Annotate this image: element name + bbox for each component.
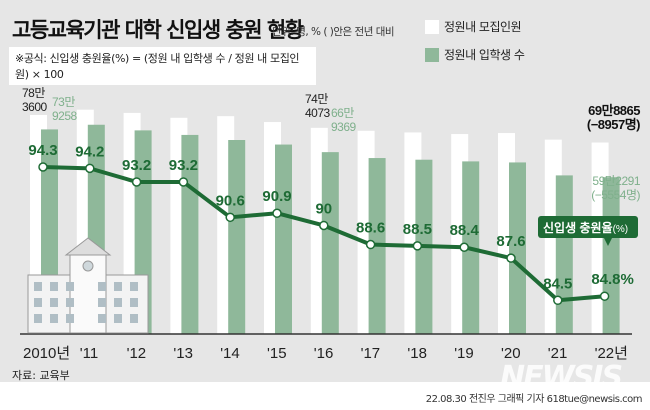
rate-label: 94.3 <box>28 142 57 159</box>
rate-point <box>506 253 516 263</box>
formula-note: ※공식: 신입생 충원율(%) = (정원 내 입학생 수 / 정원 내 모집인… <box>9 47 316 85</box>
source: 자료: 교육부 <box>12 369 70 382</box>
bar-annotation: 59만2291 <box>592 174 640 188</box>
rate-point <box>412 241 423 251</box>
x-tick-label: '21 <box>548 345 568 362</box>
x-tick-label: '14 <box>220 345 240 362</box>
bar-annotation: 9369 <box>331 120 357 134</box>
bar-enrolled <box>321 152 339 334</box>
legend-swatch <box>425 47 439 62</box>
bar-annotation: 3600 <box>22 100 48 114</box>
credit: 22.08.30 전진우 그래픽 기자 618tue@newsis.com <box>425 394 643 405</box>
bar-annotation: 78만 <box>22 86 45 100</box>
rate-label: 90.9 <box>262 188 291 205</box>
x-tick-label: 2010년 <box>23 345 70 362</box>
x-tick-label: '22년 <box>595 345 628 362</box>
legend-swatch <box>425 19 439 34</box>
bar-annotation: 66만 <box>331 106 354 120</box>
unit-note: 단위: 명, % ( )안은 전년 대비 <box>272 26 395 38</box>
rate-point <box>319 220 329 231</box>
legend-item-quota: 정원내 모집인원 <box>425 18 522 35</box>
building-illustration <box>27 237 149 334</box>
bar-annotation: 4073 <box>305 106 331 120</box>
x-tick-label: '12 <box>127 345 147 362</box>
line-label-box <box>538 216 638 238</box>
rate-label: 88.4 <box>450 222 480 239</box>
rate-label: 87.6 <box>496 233 525 250</box>
bar-enrolled <box>509 162 526 334</box>
rate-label: 84.8% <box>591 271 634 288</box>
bar-annotation: 73만 <box>52 95 75 109</box>
x-tick-label: '16 <box>314 345 334 362</box>
x-tick-label: '15 <box>267 345 287 362</box>
line-label: 신입생 충원율(%) <box>543 220 628 235</box>
legend-label: 정원내 입학생 수 <box>444 48 525 62</box>
bar-enrolled <box>275 144 292 334</box>
bar-annotation: (−8957명) <box>587 117 640 132</box>
x-tick-label: '20 <box>501 345 521 362</box>
rate-point <box>365 239 376 250</box>
rate-label: 84.5 <box>543 275 572 292</box>
rate-label: 93.2 <box>122 157 151 174</box>
bar-annotation: 69만8865 <box>588 103 640 118</box>
rate-point <box>131 177 142 187</box>
x-tick-label: '19 <box>454 345 474 362</box>
x-tick-label: '17 <box>361 345 381 362</box>
legend-label: 정원내 모집인원 <box>444 20 522 34</box>
chart-title: 고등교육기관 대학 신입생 충원 현황 <box>12 18 304 42</box>
rate-label: 90 <box>315 200 332 217</box>
bar-annotation: 9258 <box>52 109 78 123</box>
bar-annotation: 74만 <box>305 92 328 106</box>
bar-enrolled <box>555 175 573 334</box>
rate-label: 90.6 <box>216 192 245 209</box>
bar-enrolled <box>228 140 246 334</box>
legend-item-enrolled: 정원내 입학생 수 <box>425 46 525 63</box>
x-tick-label: '11 <box>80 345 98 362</box>
rate-point <box>85 163 95 174</box>
bar-annotation: (−5554명) <box>591 188 640 202</box>
rate-point <box>38 162 48 172</box>
x-tick-label: '18 <box>407 345 427 362</box>
rate-label: 94.2 <box>75 143 104 160</box>
rate-point <box>178 177 189 187</box>
rate-point <box>272 208 282 218</box>
rate-label: 88.5 <box>403 221 432 238</box>
rate-label: 88.6 <box>356 220 385 237</box>
rate-point <box>225 212 235 223</box>
rate-point <box>599 291 610 301</box>
rate-point <box>459 242 469 252</box>
x-tick-label: '13 <box>173 345 193 362</box>
chart-svg: 2010년 '11 '12 '13 '14 '15 '16 '17 '18 '19 '20 '21 '2… <box>20 86 641 362</box>
line-label-pointer <box>604 238 612 246</box>
newsis-logo: NEWSIS <box>500 360 623 395</box>
rate-label: 93.2 <box>169 157 198 174</box>
rate-point <box>553 295 563 306</box>
